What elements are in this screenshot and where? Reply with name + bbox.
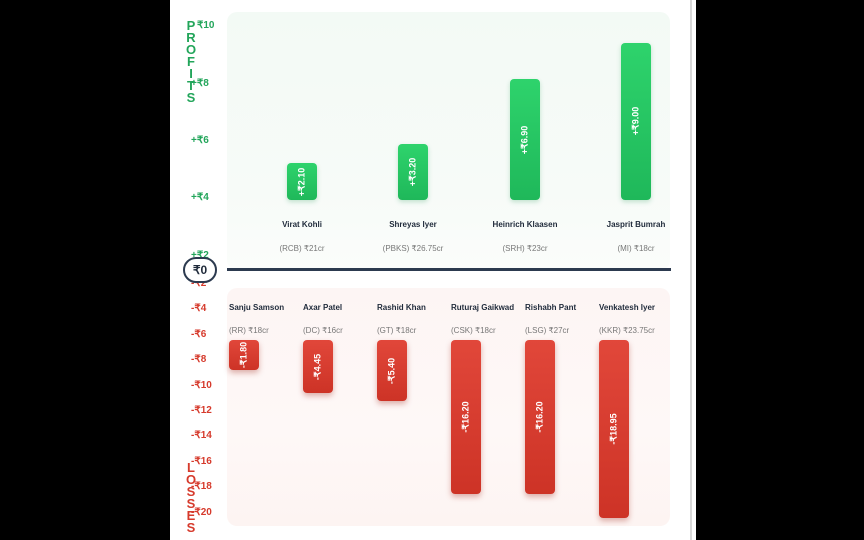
player-name: Virat Kohli (282, 220, 322, 229)
loss-tick-label: -₹12 (191, 405, 212, 416)
player-name: Venkatesh Iyer (599, 303, 656, 312)
player-team: (KKR) ₹23.75cr (599, 326, 655, 335)
profit-tick-label: +₹6 (191, 135, 209, 146)
player-team: (PBKS) ₹26.75cr (382, 244, 444, 253)
loss-tick-label: -₹14 (191, 430, 212, 442)
loss-tick-label: -₹6 (191, 328, 207, 340)
bar-value-label: -₹1.80 (238, 342, 249, 369)
player-name: Rishabh Pant (525, 303, 577, 312)
player-name: Ruturaj Gaikwad (451, 303, 515, 312)
bar-value-label: -₹16.20 (460, 401, 471, 433)
player-team: (LSG) ₹27cr (525, 326, 570, 335)
player-name: Heinrich Klaasen (492, 220, 558, 229)
loss-tick-label: -₹8 (191, 354, 207, 366)
bar-value-label: +₹9.00 (630, 107, 641, 136)
loss-tick-label: -₹2 (191, 278, 207, 289)
loss-tick-label: -₹20 (191, 506, 212, 518)
profit-panel (227, 12, 670, 270)
loss-bar: -₹4.45 (303, 340, 333, 394)
player-team: (GT) ₹18cr (377, 326, 417, 335)
bar-value-label: -₹5.40 (386, 357, 397, 384)
player-name: Jasprit Bumrah (606, 220, 666, 229)
loss-bar: -₹5.40 (377, 340, 407, 402)
loss-bar: -₹16.20 (451, 340, 481, 495)
player-team: (MI) ₹18cr (617, 244, 655, 253)
player-name: Sanju Samson (229, 303, 285, 312)
player-name: Shreyas Iyer (389, 220, 437, 229)
player-team: (SRH) ₹23cr (502, 244, 548, 253)
bar-value-label: -₹18.95 (608, 413, 619, 445)
player-team: (CSK) ₹18cr (451, 326, 496, 335)
profit-tick-label: +₹4 (191, 192, 209, 203)
bar-value-label: +₹2.10 (296, 167, 307, 196)
loss-bar: -₹1.80 (229, 340, 259, 371)
player-name: Rashid Khan (377, 303, 426, 312)
bar-value-label: -₹16.20 (534, 401, 545, 433)
profit-tick-label: +₹2 (191, 250, 209, 261)
loss-bar: -₹18.95 (599, 340, 629, 518)
profit-tick-label: +₹8 (191, 78, 209, 89)
zero-badge: ₹0 (183, 257, 217, 283)
loss-tick-label: -₹4 (191, 303, 207, 315)
player-team: (RCB) ₹21cr (279, 244, 325, 253)
bar-value-label: +₹6.90 (519, 125, 530, 154)
player-team: (RR) ₹18cr (229, 326, 269, 335)
bar-value-label: -₹4.45 (312, 353, 323, 380)
loss-tick-label: -₹10 (191, 379, 212, 391)
profit-bar: +₹6.90 (510, 79, 540, 200)
profit-tick-label: ₹10 (197, 20, 215, 31)
player-team: (DC) ₹16cr (303, 326, 343, 335)
profit-bar: +₹3.20 (398, 144, 428, 200)
loss-panel (227, 288, 670, 526)
player-name: Axar Patel (303, 303, 343, 312)
loss-bar: -₹16.20 (525, 340, 555, 495)
loss-tick-label: -₹16 (191, 455, 212, 467)
bar-value-label: +₹3.20 (407, 157, 418, 187)
profit-bar: +₹9.00 (621, 42, 651, 200)
zero-line (227, 268, 671, 271)
profit-bar: +₹2.10 (287, 163, 317, 200)
loss-tick-label: -₹18 (191, 481, 212, 493)
